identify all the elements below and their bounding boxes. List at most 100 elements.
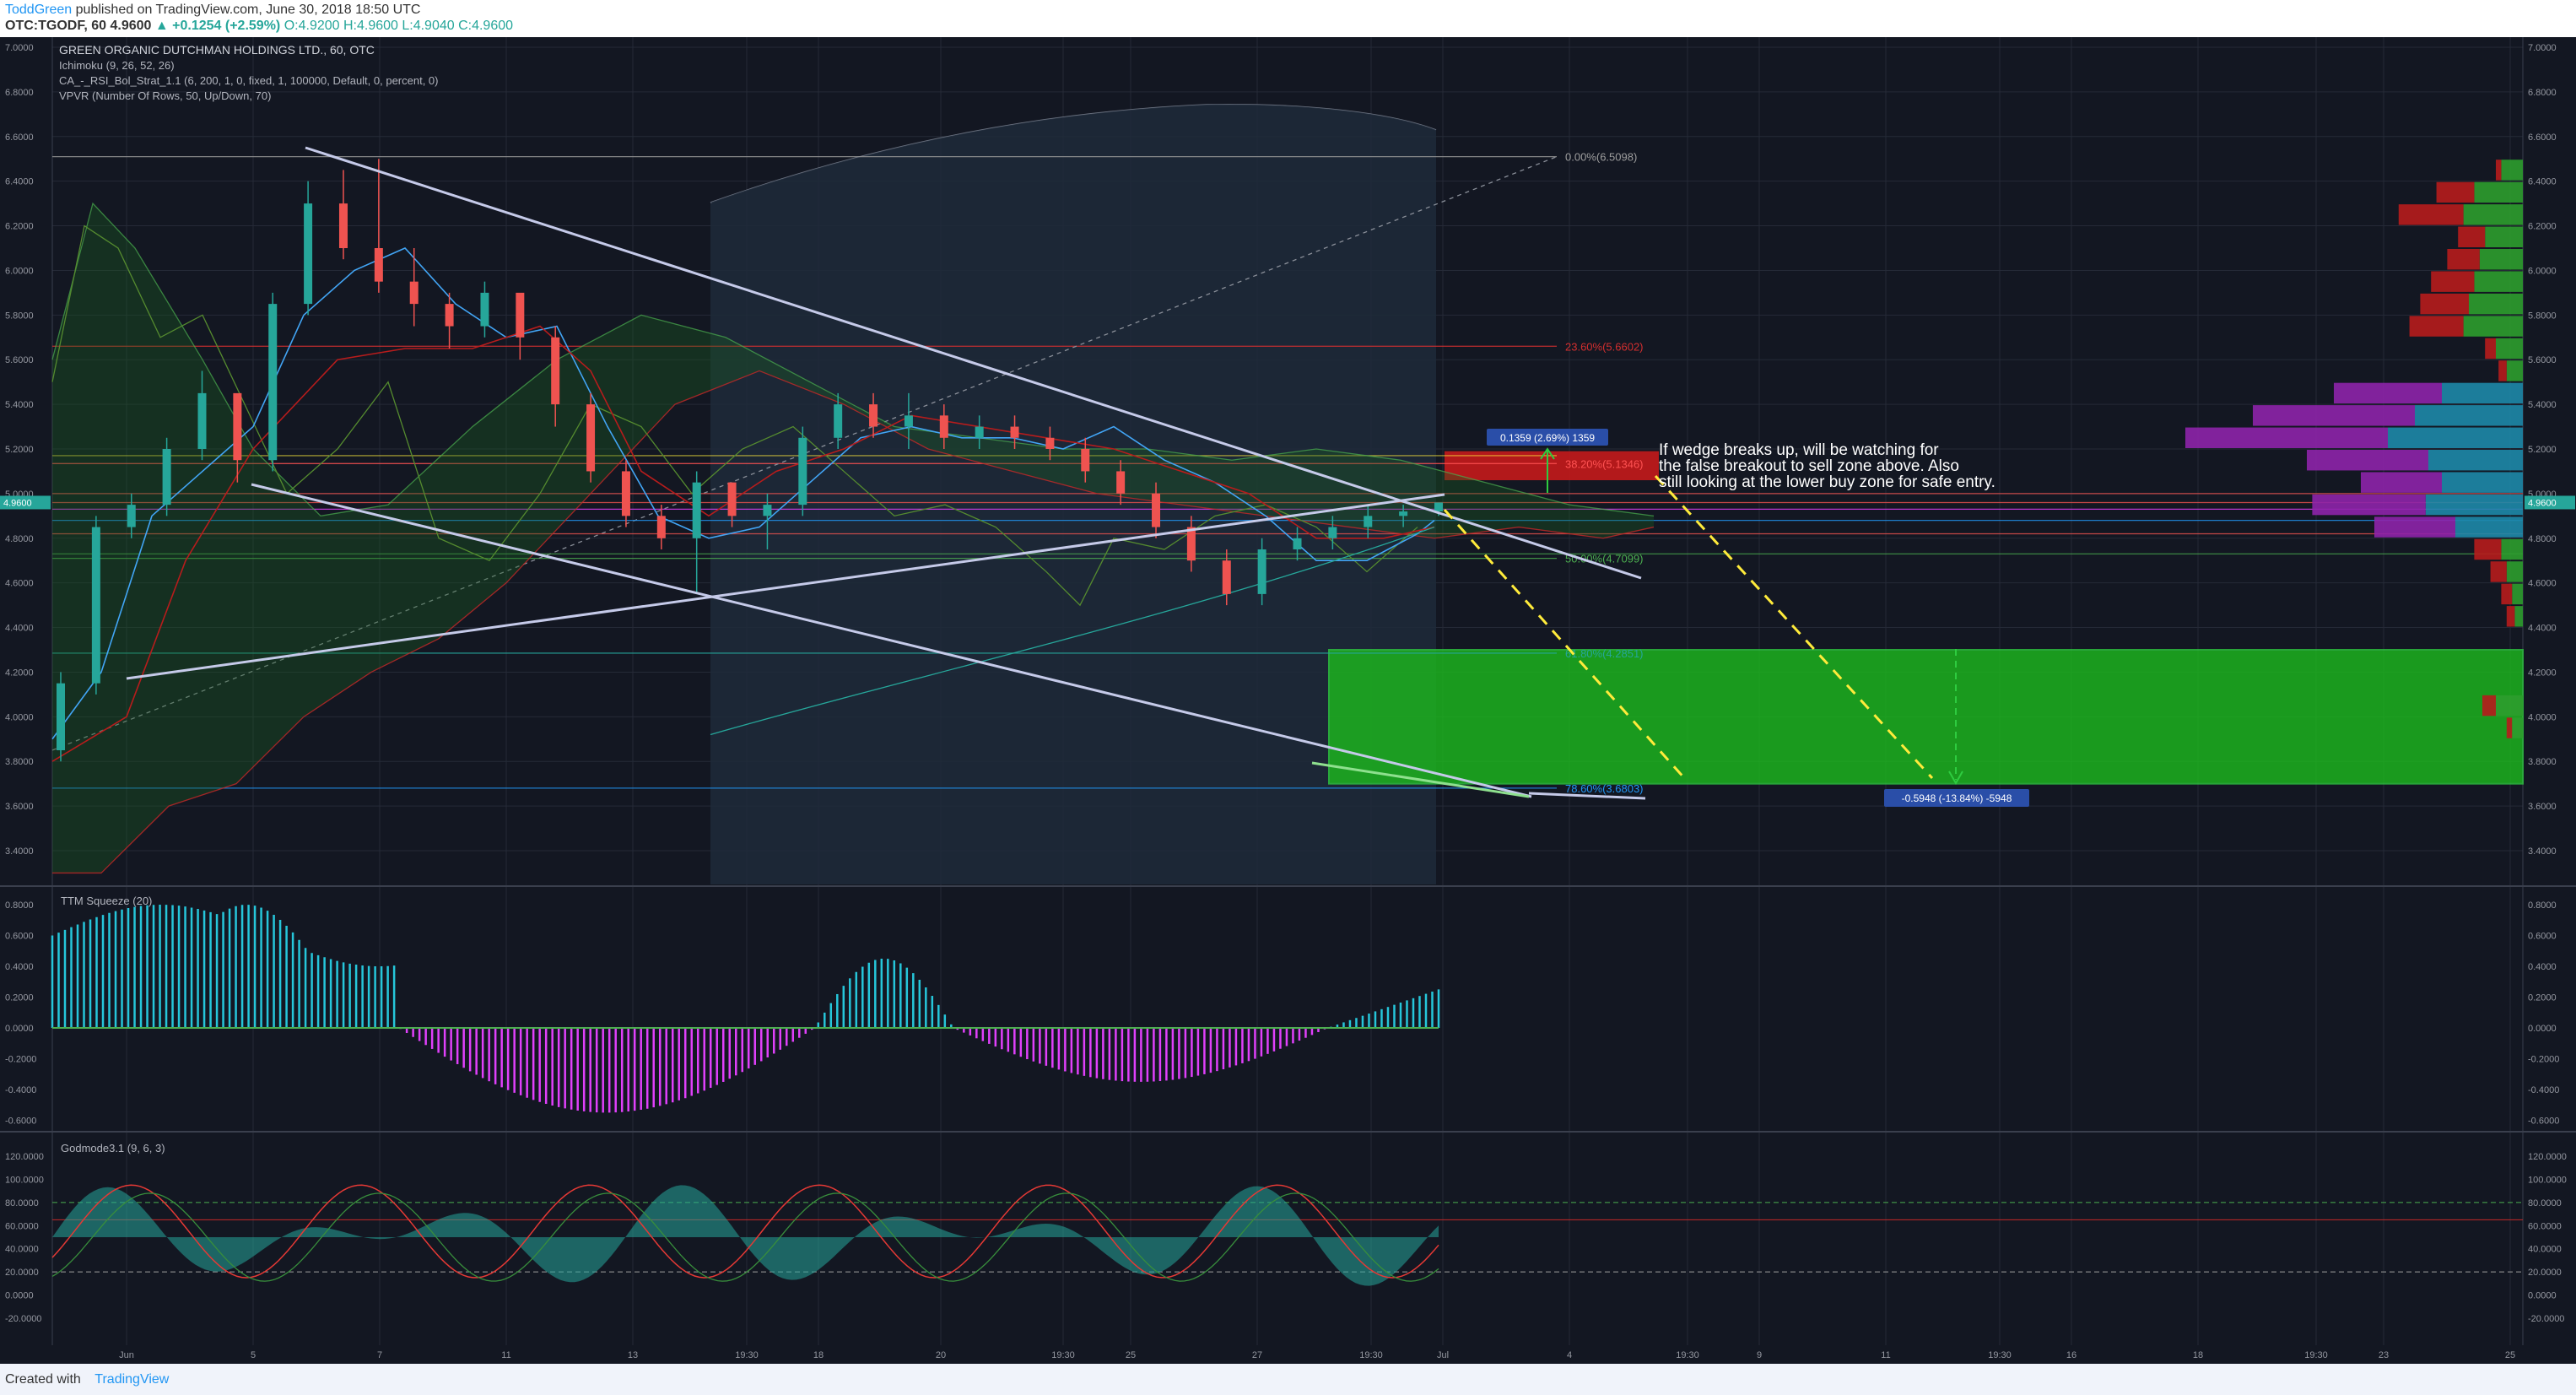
price-tick-right: 4.0000 bbox=[2528, 712, 2557, 722]
time-tick: 5 bbox=[251, 1350, 256, 1360]
candle-body bbox=[834, 404, 843, 438]
god-tick-left: 0.0000 bbox=[5, 1291, 34, 1301]
vpvr-up-bar bbox=[2474, 181, 2523, 203]
candle-body bbox=[869, 404, 878, 427]
ichimoku-indicator bbox=[51, 202, 1655, 874]
chikou-span bbox=[51, 224, 1418, 607]
vpvr-down-bar bbox=[2334, 382, 2442, 404]
note-line-1: If wedge breaks up, will be watching for bbox=[1659, 441, 1939, 459]
chart-canvas[interactable]: 0.00%(6.5098) 23.60%(5.6602) 38.20%(5.1346… bbox=[0, 37, 2576, 1364]
price-tick-right: 3.6000 bbox=[2528, 802, 2557, 812]
price-tick-left: 5.6000 bbox=[5, 355, 34, 365]
vpvr-up-bar bbox=[2428, 450, 2523, 471]
price-tick-right: 6.2000 bbox=[2528, 222, 2557, 232]
squeeze-tick-right: -0.2000 bbox=[2528, 1055, 2559, 1065]
price-tick-right: 5.8000 bbox=[2528, 311, 2557, 321]
god-tick-left: 80.0000 bbox=[5, 1198, 39, 1208]
god-tick-left: 20.0000 bbox=[5, 1268, 39, 1278]
tradingview-brand[interactable]: TradingView bbox=[95, 1372, 170, 1387]
squeeze-tick-left: -0.6000 bbox=[5, 1117, 36, 1127]
godmode-title[interactable]: Godmode3.1 (9, 6, 3) bbox=[61, 1142, 165, 1154]
lower-trendline bbox=[251, 483, 1532, 798]
time-tick: 16 bbox=[2066, 1350, 2076, 1360]
candle-body bbox=[1116, 471, 1126, 494]
god-tick-right: 100.0000 bbox=[2528, 1175, 2567, 1185]
vpvr-down-bar bbox=[2398, 204, 2464, 225]
candle-body bbox=[1399, 511, 1408, 516]
time-tick: 9 bbox=[1757, 1350, 1762, 1360]
candle-body bbox=[904, 415, 913, 427]
god-tick-left: -20.0000 bbox=[5, 1314, 41, 1324]
vpvr-up-bar bbox=[2415, 405, 2523, 426]
vpvr-up-bar bbox=[2455, 516, 2523, 538]
squeeze-tick-left: 0.0000 bbox=[5, 1024, 34, 1034]
candle-body bbox=[268, 304, 278, 461]
price-tick-right: 6.8000 bbox=[2528, 88, 2557, 98]
published-text: published on TradingView.com, June 30, 2… bbox=[75, 3, 421, 17]
time-tick: 23 bbox=[2379, 1350, 2389, 1360]
down-target-box bbox=[1884, 789, 2029, 807]
time-tick: Jun bbox=[119, 1350, 134, 1360]
candle-body bbox=[480, 292, 489, 327]
candle-body bbox=[1081, 449, 1090, 472]
legend-strategy[interactable]: CA_-_RSI_Bol_Strat_1.1 (6, 200, 1, 0, fi… bbox=[59, 74, 439, 87]
axes: 7.0000 7.0000 6.8000 6.8000 6.6000 6.6000 6.40… bbox=[0, 43, 2575, 1360]
candle-body bbox=[127, 505, 136, 527]
measure-down-head bbox=[1948, 770, 1963, 786]
author-link[interactable]: ToddGreen bbox=[5, 3, 73, 17]
wedge-trendlines bbox=[126, 146, 1646, 800]
price-tick-left: 7.0000 bbox=[5, 43, 34, 53]
down-target-label: -0.5948 (-13.84%) -5948 bbox=[1902, 792, 2012, 804]
lower-inside-zone bbox=[1311, 761, 1530, 798]
note-line-2: the false breakout to sell zone above. A… bbox=[1659, 457, 1959, 475]
vpvr-up-bar bbox=[2514, 606, 2523, 627]
vpvr-down-bar bbox=[2506, 717, 2513, 738]
price-tick-right: 7.0000 bbox=[2528, 43, 2557, 53]
candle-body bbox=[197, 392, 207, 449]
price-tick-left: 4.6000 bbox=[5, 579, 34, 589]
lower-extension bbox=[1528, 792, 1646, 800]
squeeze-tick-left: -0.2000 bbox=[5, 1055, 36, 1065]
candle-body bbox=[409, 281, 419, 305]
candle-body bbox=[374, 248, 383, 282]
price-tick-left: 6.4000 bbox=[5, 177, 34, 187]
vpvr-up-bar bbox=[2425, 494, 2523, 516]
time-tick: 13 bbox=[628, 1350, 638, 1360]
god-tick-right: -20.0000 bbox=[2528, 1314, 2564, 1324]
price-tick-right: 6.4000 bbox=[2528, 177, 2557, 187]
vpvr-profile bbox=[2185, 160, 2523, 738]
squeeze-tick-right: -0.4000 bbox=[2528, 1085, 2559, 1095]
senkou-a bbox=[51, 202, 1655, 517]
price-tick-right: 4.6000 bbox=[2528, 579, 2557, 589]
note-line-3: still looking at the lower buy zone for … bbox=[1659, 473, 1995, 491]
time-tick: 19:30 bbox=[1676, 1350, 1699, 1360]
squeeze-tick-right: 0.0000 bbox=[2528, 1024, 2557, 1034]
candle-body bbox=[1045, 437, 1055, 449]
fib-retracement: 0.00%(6.5098) 23.60%(5.6602) 38.20%(5.1346… bbox=[51, 151, 2523, 795]
vpvr-up-bar bbox=[2496, 338, 2523, 360]
candle-body bbox=[1257, 549, 1266, 594]
candle-body bbox=[1222, 560, 1231, 594]
legend-vpvr[interactable]: VPVR (Number Of Rows, 50, Up/Down, 70) bbox=[59, 89, 271, 102]
price-tick-right: 5.2000 bbox=[2528, 445, 2557, 455]
time-tick: 19:30 bbox=[1359, 1350, 1383, 1360]
time-tick: 18 bbox=[2193, 1350, 2203, 1360]
squeeze-title[interactable]: TTM Squeeze (20) bbox=[61, 895, 152, 907]
up-target-box bbox=[1487, 429, 1608, 446]
price-tick-left: 5.2000 bbox=[5, 445, 34, 455]
projection-arrows bbox=[1443, 447, 1963, 786]
vpvr-down-bar bbox=[2361, 472, 2442, 493]
candle-body bbox=[656, 516, 666, 538]
god-tick-left: 100.0000 bbox=[5, 1175, 44, 1185]
price-candles bbox=[57, 159, 1443, 762]
vpvr-down-bar bbox=[2501, 583, 2513, 605]
legend-ichimoku[interactable]: Ichimoku (9, 26, 52, 26) bbox=[59, 59, 175, 72]
candle-body bbox=[975, 426, 984, 438]
god-tick-right: 80.0000 bbox=[2528, 1198, 2562, 1208]
price-tick-right: 3.8000 bbox=[2528, 757, 2557, 767]
squeeze-tick-left: 0.8000 bbox=[5, 900, 34, 911]
candle-body bbox=[304, 203, 313, 305]
vpvr-up-bar bbox=[2501, 160, 2523, 181]
time-tick: 19:30 bbox=[1988, 1350, 2012, 1360]
vpvr-up-bar bbox=[2512, 717, 2523, 738]
